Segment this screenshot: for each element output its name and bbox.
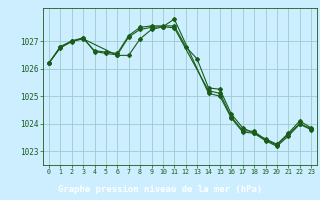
Text: Graphe pression niveau de la mer (hPa): Graphe pression niveau de la mer (hPa) [58, 185, 262, 194]
